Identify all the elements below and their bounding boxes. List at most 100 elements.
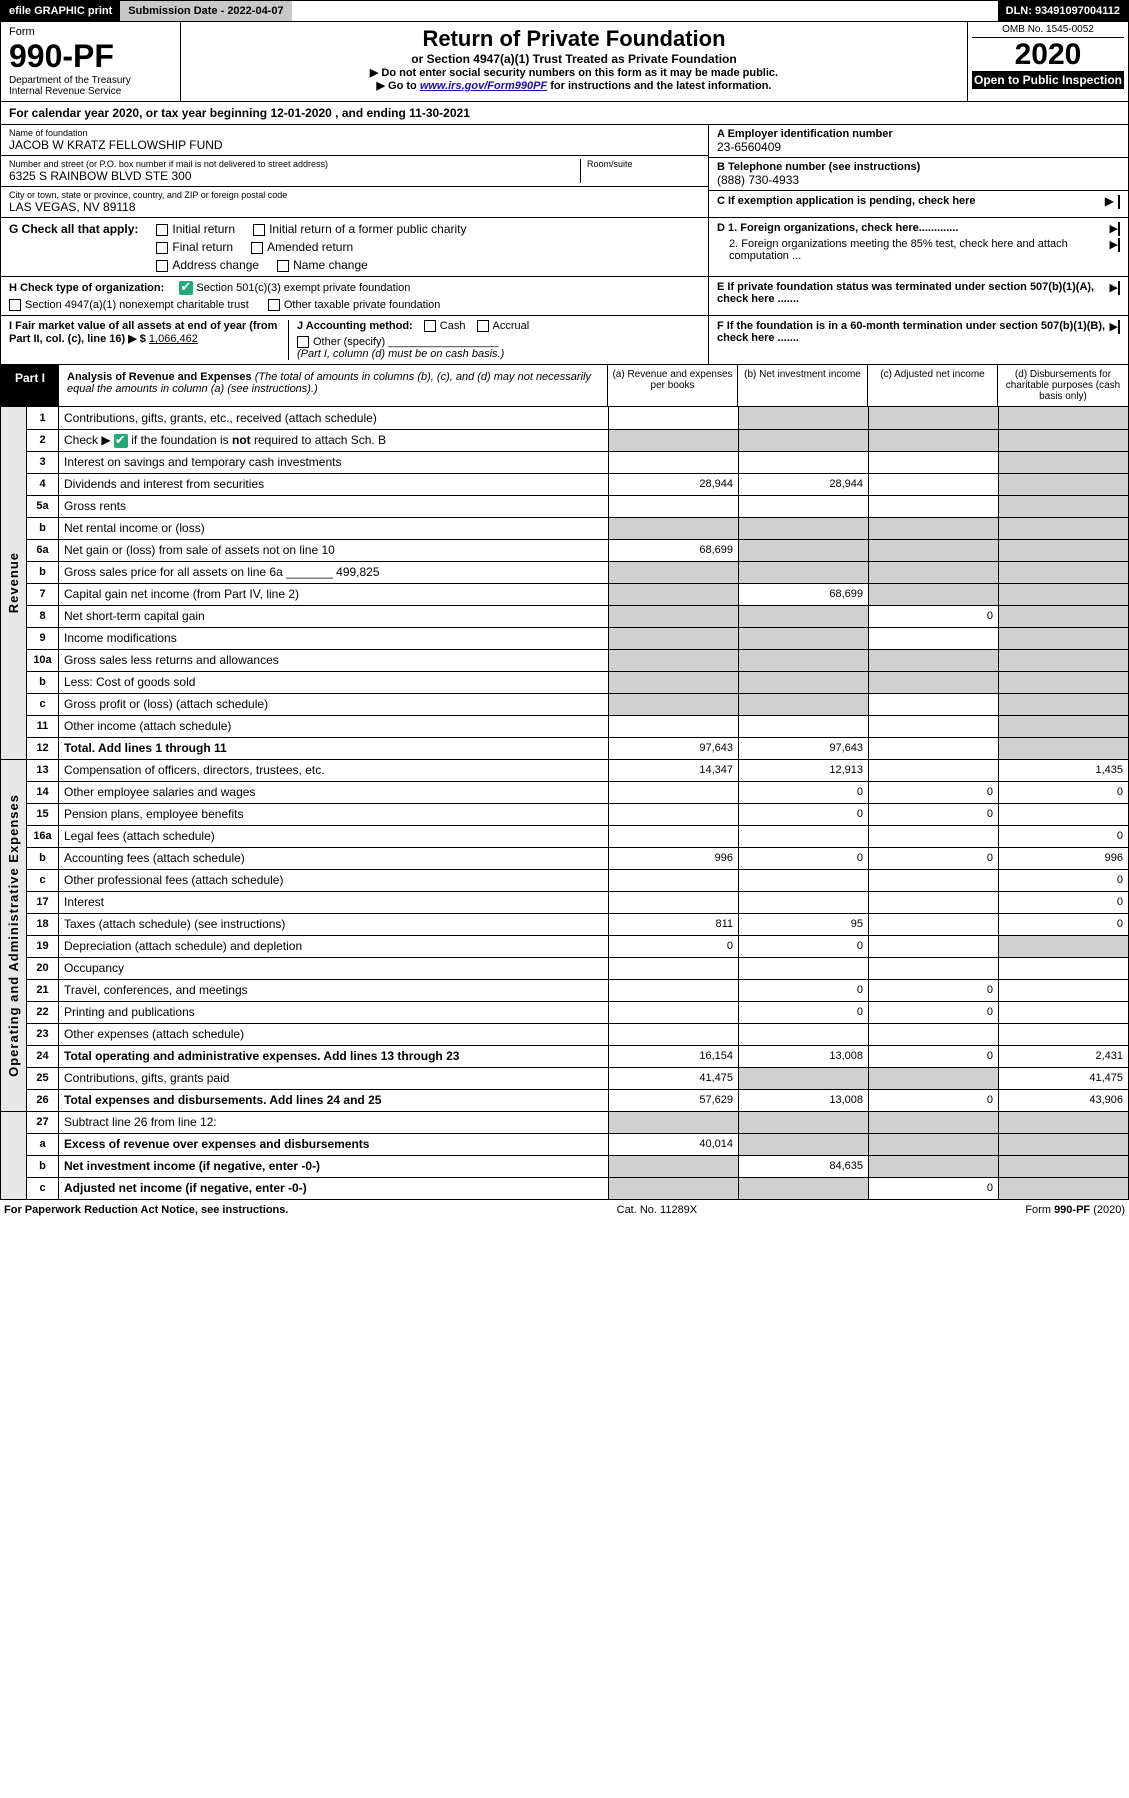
data-cell (739, 539, 869, 561)
data-cell (609, 561, 739, 583)
table-row: 9Income modifications (1, 627, 1129, 649)
data-cell: 84,635 (739, 1155, 869, 1177)
footer-mid: Cat. No. 11289X (617, 1204, 698, 1216)
check-accrual[interactable] (477, 320, 489, 332)
row-label: Net investment income (if negative, ente… (59, 1155, 609, 1177)
efile-badge[interactable]: efile GRAPHIC print (1, 1, 120, 21)
data-cell (609, 693, 739, 715)
data-cell: 13,008 (739, 1045, 869, 1067)
table-row: bLess: Cost of goods sold (1, 671, 1129, 693)
info-right: A Employer identification number 23-6560… (708, 125, 1128, 217)
row-number: 18 (27, 913, 59, 935)
data-cell (999, 1155, 1129, 1177)
check-amended[interactable] (251, 242, 263, 254)
tel-cell: B Telephone number (see instructions) (8… (709, 158, 1128, 191)
checkbox-d2[interactable] (1118, 238, 1120, 252)
data-cell (869, 913, 999, 935)
data-cell (609, 407, 739, 429)
check-4947[interactable] (9, 299, 21, 311)
data-cell (869, 649, 999, 671)
address: 6325 S RAINBOW BLVD STE 300 (9, 169, 580, 183)
data-cell (609, 429, 739, 451)
data-cell (999, 1023, 1129, 1045)
d-item-1: 2. Foreign organizations meeting the 85%… (717, 238, 1110, 262)
footer-left: For Paperwork Reduction Act Notice, see … (4, 1204, 288, 1216)
check-other-method[interactable] (297, 336, 309, 348)
row-label: Other professional fees (attach schedule… (59, 869, 609, 891)
col-d-header: (d) Disbursements for charitable purpose… (998, 365, 1128, 406)
data-cell: 0 (609, 935, 739, 957)
check-icon[interactable] (114, 434, 128, 448)
g-d-row: G Check all that apply: Initial return I… (0, 218, 1129, 277)
i-j-f-row: I Fair market value of all assets at end… (0, 316, 1129, 365)
row-number: b (27, 517, 59, 539)
data-cell (869, 583, 999, 605)
check-address-change[interactable] (156, 260, 168, 272)
table-row: cGross profit or (loss) (attach schedule… (1, 693, 1129, 715)
check-initial-former[interactable] (253, 224, 265, 236)
check-501c3-icon[interactable] (179, 281, 193, 295)
data-cell: 0 (869, 781, 999, 803)
room-label: Room/suite (587, 159, 700, 169)
check-name-change[interactable] (277, 260, 289, 272)
row-number: c (27, 1177, 59, 1199)
data-cell: 28,944 (609, 473, 739, 495)
data-cell (739, 1111, 869, 1133)
row-label: Net gain or (loss) from sale of assets n… (59, 539, 609, 561)
table-row: 8Net short-term capital gain0 (1, 605, 1129, 627)
row-label: Interest (59, 891, 609, 913)
check-initial-return[interactable] (156, 224, 168, 236)
table-row: cAdjusted net income (if negative, enter… (1, 1177, 1129, 1199)
row-label: Contributions, gifts, grants, etc., rece… (59, 407, 609, 429)
i-j-block: I Fair market value of all assets at end… (1, 316, 708, 364)
data-cell (999, 539, 1129, 561)
checkbox-e[interactable] (1118, 281, 1120, 295)
data-cell: 0 (999, 825, 1129, 847)
data-cell (609, 1155, 739, 1177)
data-cell: 0 (869, 1089, 999, 1111)
table-row: 7Capital gain net income (from Part IV, … (1, 583, 1129, 605)
row-label: Taxes (attach schedule) (see instruction… (59, 913, 609, 935)
data-cell (869, 671, 999, 693)
check-final-return[interactable] (156, 242, 168, 254)
data-cell: 28,944 (739, 473, 869, 495)
data-cell: 0 (869, 1001, 999, 1023)
data-cell (869, 1023, 999, 1045)
data-cell (609, 671, 739, 693)
data-cell: 0 (739, 979, 869, 1001)
data-cell (739, 605, 869, 627)
data-cell (999, 935, 1129, 957)
data-cell (739, 451, 869, 473)
h-block: H Check type of organization: Section 50… (1, 277, 708, 315)
checkbox-d1[interactable] (1118, 222, 1120, 236)
table-row: bGross sales price for all assets on lin… (1, 561, 1129, 583)
row-number: 16a (27, 825, 59, 847)
row-number: 14 (27, 781, 59, 803)
data-cell (999, 627, 1129, 649)
table-row: 20Occupancy (1, 957, 1129, 979)
checkbox-c[interactable] (1118, 195, 1120, 209)
form-number: 990-PF (9, 38, 172, 75)
data-cell (609, 451, 739, 473)
table-row: Operating and Administrative Expenses13C… (1, 759, 1129, 781)
e-block: E If private foundation status was termi… (708, 277, 1128, 315)
row-number: 26 (27, 1089, 59, 1111)
checkbox-f[interactable] (1118, 320, 1120, 334)
d-block: D 1. Foreign organizations, check here..… (708, 218, 1128, 276)
row-number: 11 (27, 715, 59, 737)
data-cell (999, 803, 1129, 825)
title-block: Return of Private Foundation or Section … (181, 22, 968, 101)
check-other-taxable[interactable] (268, 299, 280, 311)
data-cell: 41,475 (999, 1067, 1129, 1089)
row-number: 7 (27, 583, 59, 605)
row-label: Less: Cost of goods sold (59, 671, 609, 693)
row-label: Occupancy (59, 957, 609, 979)
row-number: b (27, 847, 59, 869)
irs-link[interactable]: www.irs.gov/Form990PF (420, 80, 547, 92)
j-other: Other (specify) (313, 336, 385, 348)
row-number: 10a (27, 649, 59, 671)
year-block: OMB No. 1545-0052 2020 Open to Public In… (968, 22, 1128, 101)
data-cell (739, 1177, 869, 1199)
check-cash[interactable] (424, 320, 436, 332)
data-cell: 811 (609, 913, 739, 935)
